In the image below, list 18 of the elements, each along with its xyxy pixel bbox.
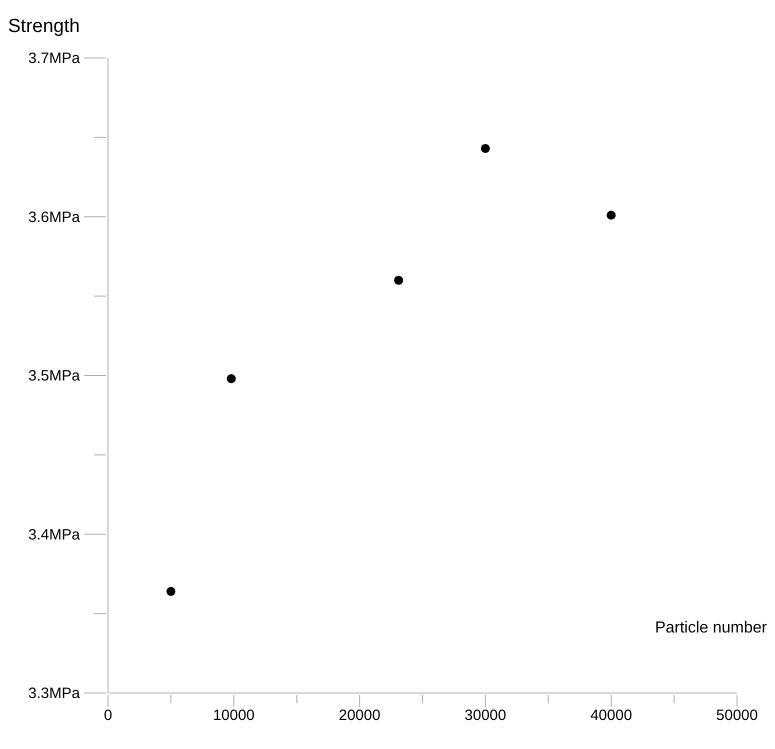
y-tick-label: 3.4MPa (28, 526, 81, 544)
x-tick-label: 30000 (464, 707, 506, 724)
x-tick-label: 0 (104, 707, 112, 724)
y-axis-title: Strength (8, 16, 80, 38)
point (166, 586, 176, 596)
point (226, 374, 236, 384)
y-tick-label: 3.5MPa (28, 368, 81, 384)
y-tick-label: 3.6MPa (28, 208, 81, 226)
y-tick-label: 3.3MPa (28, 685, 81, 702)
x-tick-label: 40000 (590, 707, 632, 724)
x-tick-label: 10000 (212, 707, 255, 724)
x-tick-label: 20000 (338, 707, 380, 724)
point (394, 276, 404, 285)
point (480, 144, 490, 153)
x-axis-title: Particle number (654, 619, 768, 636)
y-tick-label: 3.7MPa (28, 50, 81, 67)
point (606, 210, 616, 220)
x-tick-label: 50000 (716, 707, 758, 724)
